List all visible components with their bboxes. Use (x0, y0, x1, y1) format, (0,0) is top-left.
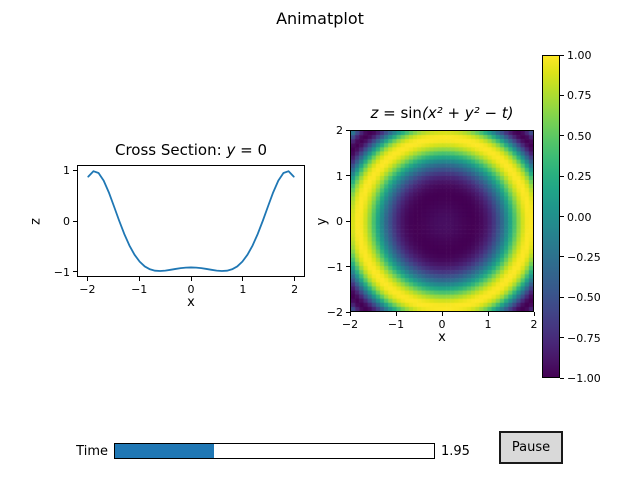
heatmap-axes[interactable] (350, 130, 534, 312)
x-tick-mark (487, 312, 489, 316)
y-tick-label: 1 (63, 164, 70, 178)
title-text: = 0 (235, 141, 267, 159)
x-tick-label: −2 (79, 283, 96, 296)
x-tick-mark (86, 277, 88, 281)
colorbar-tick-label: 0.50 (567, 129, 592, 143)
title-text: Cross Section: (115, 141, 227, 159)
colorbar-tick-label: −1.00 (567, 372, 601, 385)
x-tick-label: −2 (341, 318, 359, 331)
figure-title: Animatplot (276, 9, 364, 28)
x-tick-label: 1 (484, 318, 492, 331)
colorbar-tick-mark (560, 94, 564, 96)
colorbar-tick-mark (560, 296, 564, 298)
x-tick-label: 1 (239, 283, 247, 296)
x-tick-mark (441, 312, 443, 316)
colorbar-tick-mark (560, 377, 564, 379)
y-tick-label: 2 (336, 124, 343, 137)
colorbar-tick-mark (560, 337, 564, 339)
colorbar-tick-label: 1.00 (567, 49, 592, 62)
line-plot-title: Cross Section: y = 0 (0, 141, 382, 159)
x-tick-mark (349, 312, 351, 316)
colorbar-tick-mark (560, 135, 564, 137)
heatmap-xlabel: x (438, 330, 446, 345)
line-plot-curve (87, 170, 295, 272)
slider-value: 1.95 (441, 444, 470, 459)
colorbar-tick-label: −0.50 (567, 291, 601, 305)
y-tick-mark (73, 169, 77, 171)
x-tick-mark (395, 312, 397, 316)
y-tick-mark (346, 220, 350, 222)
colorbar (542, 55, 560, 378)
title-text: y (226, 141, 236, 159)
pause-button[interactable]: Pause (499, 431, 563, 464)
x-tick-mark (242, 277, 244, 281)
line-plot-axes[interactable] (77, 165, 305, 277)
colorbar-tick-mark (560, 175, 564, 177)
x-tick-mark (138, 277, 140, 281)
y-tick-mark (346, 175, 350, 176)
x-tick-label: −1 (131, 283, 148, 296)
x-tick-label: 2 (530, 318, 538, 331)
y-tick-label: −1 (53, 265, 70, 279)
slider-fill (115, 444, 214, 458)
y-tick-mark (346, 266, 350, 267)
title-text: (x² + y² − t) (421, 104, 514, 122)
colorbar-tick-mark (560, 54, 564, 56)
x-tick-mark (294, 277, 296, 281)
y-tick-mark (346, 129, 350, 131)
colorbar-tick-mark (560, 216, 564, 217)
y-tick-mark (73, 271, 77, 273)
title-text: sin (400, 104, 422, 122)
x-tick-label: 0 (438, 318, 446, 331)
colorbar-tick-label: 0.75 (567, 89, 592, 103)
y-tick-label: −1 (326, 260, 343, 274)
x-tick-mark (190, 277, 192, 281)
y-tick-label: 1 (336, 169, 343, 183)
colorbar-tick-label: −0.25 (567, 250, 601, 264)
y-tick-mark (346, 311, 350, 313)
heatmap-image (351, 131, 533, 311)
line-plot-xlabel: x (187, 295, 195, 310)
x-tick-label: −1 (387, 318, 405, 331)
heatmap-title: z = sin(x² + y² − t) (322, 104, 562, 122)
x-tick-label: 0 (187, 283, 195, 296)
x-tick-label: 2 (291, 283, 299, 296)
x-tick-mark (533, 312, 535, 316)
colorbar-tick-label: −0.75 (567, 331, 601, 345)
colorbar-tick-label: 0.25 (567, 170, 592, 184)
y-tick-mark (73, 220, 77, 222)
colorbar-tick-label: 0.00 (567, 210, 592, 224)
slider-label: Time (76, 444, 108, 459)
colorbar-tick-mark (560, 256, 564, 258)
y-tick-label: 0 (63, 215, 70, 228)
time-slider[interactable] (114, 443, 435, 459)
y-tick-label: 0 (336, 215, 343, 228)
y-tick-label: −2 (326, 306, 343, 319)
title-text: z = (370, 104, 401, 122)
